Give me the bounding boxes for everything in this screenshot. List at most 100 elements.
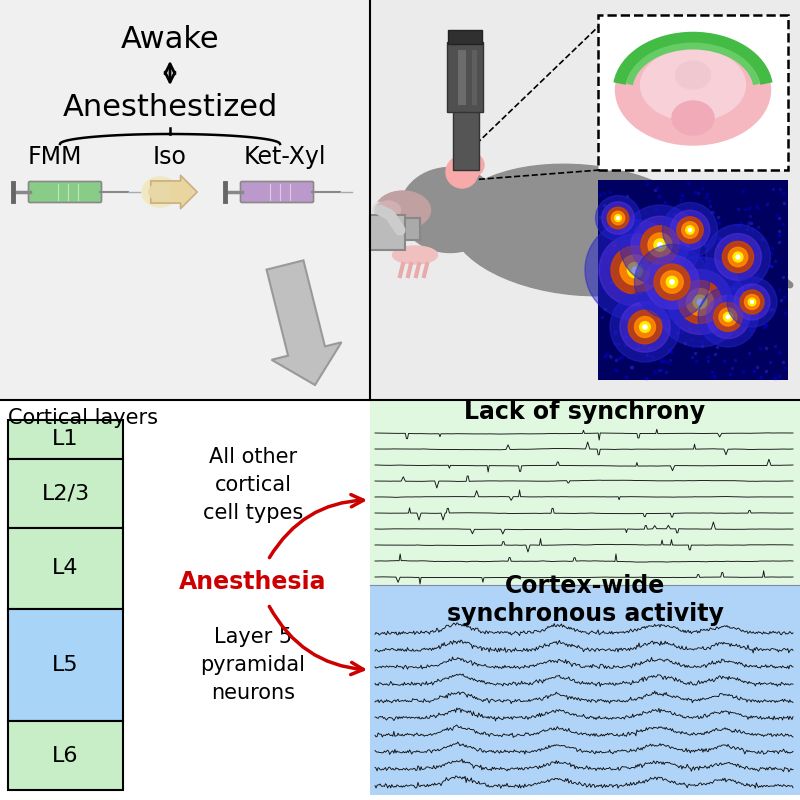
Circle shape (607, 207, 629, 229)
FancyBboxPatch shape (241, 182, 314, 202)
Ellipse shape (142, 177, 178, 207)
Circle shape (686, 226, 694, 234)
Ellipse shape (675, 61, 710, 89)
Circle shape (627, 262, 642, 278)
Bar (370, 585, 800, 795)
Circle shape (733, 252, 743, 262)
Text: FMM: FMM (28, 145, 82, 169)
Ellipse shape (400, 167, 500, 253)
Circle shape (662, 202, 718, 258)
Bar (8, 721, 123, 790)
Text: L5: L5 (52, 655, 79, 675)
Bar (370, 400, 800, 585)
Circle shape (748, 298, 756, 306)
Circle shape (714, 302, 742, 331)
Circle shape (698, 287, 758, 347)
Ellipse shape (672, 101, 714, 135)
Text: L2/3: L2/3 (42, 483, 90, 503)
Text: Iso: Iso (153, 145, 187, 169)
Circle shape (595, 195, 641, 241)
Text: Anesthestized: Anesthestized (62, 94, 278, 122)
Text: L4: L4 (52, 558, 78, 578)
Circle shape (654, 264, 690, 300)
Bar (0, 0, 370, 400)
FancyArrow shape (266, 260, 342, 385)
Ellipse shape (450, 164, 710, 296)
Circle shape (611, 211, 625, 225)
Ellipse shape (615, 35, 770, 145)
Text: Anesthesia: Anesthesia (179, 570, 326, 594)
Ellipse shape (149, 183, 171, 201)
Circle shape (714, 234, 762, 280)
Circle shape (654, 239, 666, 251)
FancyArrowPatch shape (270, 606, 363, 674)
FancyBboxPatch shape (29, 182, 102, 202)
Text: L6: L6 (52, 746, 78, 766)
Bar (453, 110, 479, 170)
Circle shape (667, 270, 733, 334)
Bar (370, 0, 800, 400)
Circle shape (677, 217, 703, 243)
Text: Layer 5
pyramidal
neurons: Layer 5 pyramidal neurons (201, 627, 306, 703)
Circle shape (620, 205, 700, 285)
Circle shape (670, 210, 710, 250)
Circle shape (658, 242, 662, 247)
Bar (0, 400, 370, 800)
Circle shape (734, 284, 770, 320)
Text: All other
cortical
cell types: All other cortical cell types (203, 447, 303, 523)
Ellipse shape (375, 191, 430, 229)
Bar (458, 50, 466, 105)
Circle shape (611, 246, 659, 294)
Bar (447, 42, 483, 112)
Bar (8, 420, 123, 458)
Circle shape (693, 295, 707, 309)
Circle shape (688, 228, 692, 232)
Ellipse shape (640, 205, 740, 295)
Bar (598, 15, 788, 170)
Circle shape (610, 292, 680, 362)
Bar (8, 610, 123, 721)
Circle shape (728, 247, 748, 266)
Circle shape (645, 255, 699, 309)
Circle shape (745, 294, 759, 310)
Circle shape (736, 255, 740, 259)
Bar (8, 458, 123, 527)
Ellipse shape (452, 152, 484, 178)
Circle shape (602, 202, 634, 234)
Text: Ket-Xyl: Ket-Xyl (244, 145, 326, 169)
Circle shape (750, 301, 754, 303)
Circle shape (599, 234, 671, 306)
Bar (598, 180, 788, 380)
Circle shape (726, 315, 730, 318)
Circle shape (740, 290, 764, 314)
Bar (8, 527, 123, 610)
Ellipse shape (375, 201, 401, 219)
Circle shape (631, 216, 689, 274)
Circle shape (628, 310, 662, 344)
Circle shape (634, 317, 655, 338)
Circle shape (670, 280, 674, 284)
Bar (448, 30, 482, 44)
Circle shape (698, 299, 702, 305)
Circle shape (727, 277, 777, 327)
Bar (370, 0, 800, 400)
Text: Cortical layers: Cortical layers (8, 408, 158, 428)
Bar (0, 400, 800, 800)
Circle shape (661, 270, 683, 294)
Circle shape (666, 276, 678, 288)
Text: L1: L1 (52, 430, 78, 450)
Circle shape (648, 233, 672, 257)
Circle shape (706, 225, 770, 290)
Bar (370, 215, 405, 250)
FancyArrowPatch shape (270, 494, 363, 558)
Bar (472, 50, 477, 105)
Circle shape (686, 289, 714, 315)
Circle shape (620, 302, 670, 352)
Circle shape (620, 255, 650, 285)
Circle shape (682, 222, 698, 238)
Text: Cortex-wide
synchronous activity: Cortex-wide synchronous activity (446, 574, 723, 626)
Circle shape (640, 322, 650, 332)
Circle shape (722, 242, 754, 273)
Circle shape (632, 267, 638, 273)
Circle shape (719, 308, 737, 326)
